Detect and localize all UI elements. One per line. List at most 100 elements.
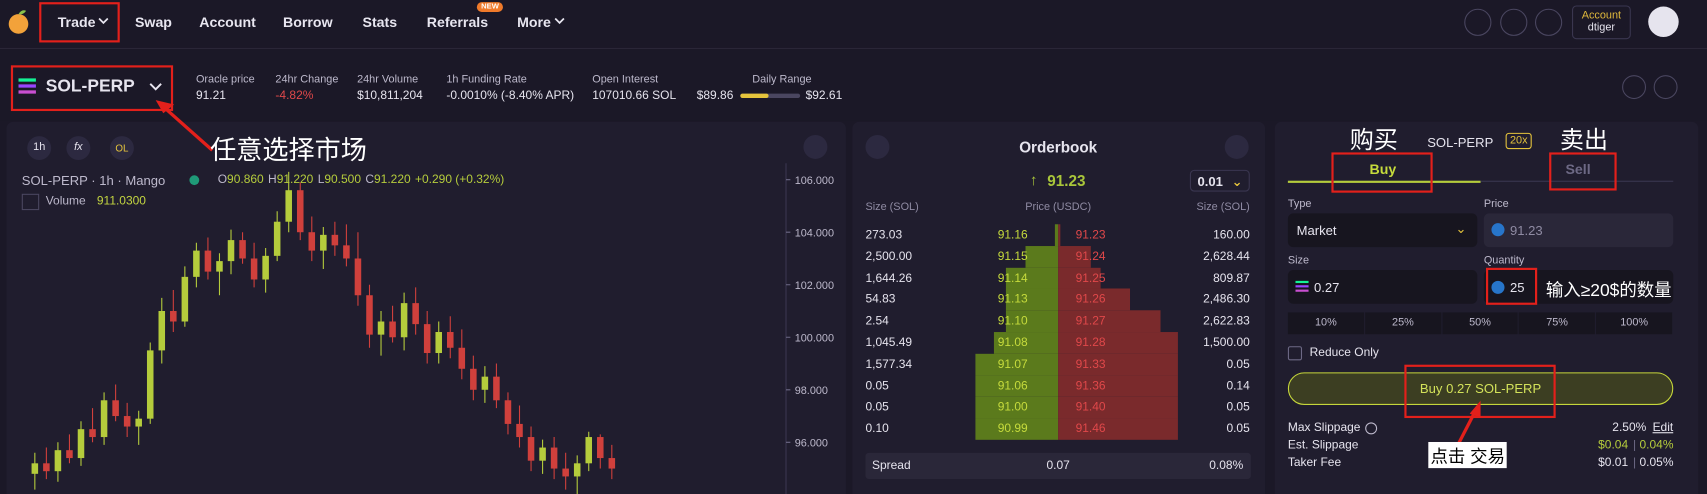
candle-body xyxy=(412,303,419,325)
chart-title: SOL-PERP · 1h · Mango xyxy=(21,173,166,189)
column-header: Size (SOL) xyxy=(1196,201,1250,214)
bid-price: 91.06 xyxy=(997,379,1028,393)
account-button[interactable]: Account dtiger xyxy=(1572,5,1631,40)
market-name[interactable]: SOL-PERP xyxy=(45,77,135,96)
candle-body xyxy=(481,376,489,390)
range-high: $92.61 xyxy=(805,89,843,103)
refresh-button[interactable] xyxy=(1653,75,1678,100)
sell-underline xyxy=(1480,180,1674,182)
lock-button[interactable] xyxy=(1622,75,1647,100)
percent-button[interactable]: 10% xyxy=(1287,312,1364,335)
ask-price: 91.36 xyxy=(1075,379,1106,393)
bid-depth xyxy=(1025,245,1059,268)
buy-underline xyxy=(1287,180,1481,183)
indicator-button[interactable]: fx xyxy=(66,136,91,161)
nav-item[interactable]: Swap xyxy=(134,14,172,31)
ask-size: 0.05 xyxy=(1226,401,1250,415)
status-dot xyxy=(189,175,200,186)
ask-depth xyxy=(1058,375,1178,397)
ask-price: 91.27 xyxy=(1075,314,1106,328)
ask-depth xyxy=(1058,267,1101,289)
ask-price: 91.25 xyxy=(1075,271,1106,285)
y-tick-label: 98.000 xyxy=(795,385,828,397)
leverage-badge: 20x xyxy=(1505,132,1532,150)
bid-depth xyxy=(1005,288,1059,311)
nav-item[interactable]: Borrow xyxy=(283,14,333,31)
ask-price: 91.24 xyxy=(1075,250,1106,264)
legend-value: 90.860 xyxy=(227,173,264,187)
bid-depth xyxy=(1054,224,1059,246)
candle-body xyxy=(100,400,108,438)
candle-body xyxy=(504,400,512,424)
candle-body xyxy=(89,429,96,438)
nav-item[interactable]: Account xyxy=(199,14,256,31)
percent-button[interactable]: 100% xyxy=(1596,312,1673,335)
expand-button[interactable] xyxy=(803,134,828,159)
size-input[interactable] xyxy=(1287,269,1478,304)
ask-price: 91.46 xyxy=(1075,422,1106,436)
price-value: 91.23 xyxy=(1509,223,1543,239)
orderbook-title: Orderbook xyxy=(1019,138,1098,156)
bid-price: 91.08 xyxy=(997,336,1028,350)
buy-tab[interactable]: Buy xyxy=(1369,161,1397,178)
size-value: 0.27 xyxy=(1314,279,1340,296)
avatar[interactable] xyxy=(1648,6,1679,38)
language-button[interactable] xyxy=(1464,8,1492,36)
edit-link[interactable]: Edit xyxy=(1652,421,1674,435)
percent-button[interactable]: 25% xyxy=(1364,312,1441,335)
buy-button[interactable]: Buy 0.27 SOL-PERP xyxy=(1287,372,1674,405)
price-input[interactable] xyxy=(1483,213,1674,248)
chevron xyxy=(98,17,109,25)
quantity-input[interactable] xyxy=(1483,269,1674,304)
interval-button[interactable]: 1h xyxy=(27,136,52,161)
settings-button[interactable] xyxy=(1534,8,1563,36)
nav-item[interactable]: More xyxy=(517,14,551,31)
ask-size: 2,622.83 xyxy=(1203,314,1250,328)
y-tick-label: 96.000 xyxy=(795,438,828,450)
candle-body xyxy=(54,450,62,472)
annotation: 输入≥20$的数量 xyxy=(1545,281,1672,301)
chevron xyxy=(149,83,162,91)
order-panel xyxy=(1274,121,1699,494)
depth-button[interactable] xyxy=(865,134,890,159)
ask-price: 91.40 xyxy=(1075,401,1106,415)
tick-select[interactable]: 0.01 ⌄ xyxy=(1189,169,1250,192)
candle-body xyxy=(423,324,431,354)
bid-size: 1,644.26 xyxy=(865,271,913,285)
sell-tab[interactable]: Sell xyxy=(1565,161,1591,178)
chevron xyxy=(554,17,565,25)
ask-size: 809.87 xyxy=(1213,271,1250,285)
nav-item[interactable]: Referrals xyxy=(426,14,489,31)
candle-body xyxy=(493,376,500,401)
candle-body xyxy=(550,447,558,469)
nav-item[interactable]: Stats xyxy=(362,14,398,31)
candle-body xyxy=(366,295,373,335)
stat-value: $10,811,204 xyxy=(357,89,423,103)
candles xyxy=(31,171,616,494)
field-label: Quantity xyxy=(1483,254,1525,267)
theme-button[interactable] xyxy=(1500,8,1528,36)
bid-depth xyxy=(1005,310,1059,333)
candle-body xyxy=(308,232,316,251)
legend-value: 90.500 xyxy=(324,173,362,187)
collapse-button[interactable] xyxy=(21,193,40,211)
orderlines-button[interactable]: OL xyxy=(109,136,134,161)
stat-label: Daily Range xyxy=(752,74,812,87)
percent-button[interactable]: 75% xyxy=(1519,312,1596,335)
chart-panel xyxy=(6,121,846,494)
field-label: Price xyxy=(1483,198,1509,211)
type-select[interactable] xyxy=(1287,213,1478,248)
sol-icon xyxy=(1295,280,1309,292)
swap-button[interactable] xyxy=(1224,134,1249,159)
percent-button[interactable]: 50% xyxy=(1442,312,1519,335)
nav-item[interactable]: Trade xyxy=(57,14,96,31)
ask-price: 91.26 xyxy=(1075,293,1106,307)
candle-body xyxy=(135,418,142,427)
candle-body xyxy=(239,240,246,259)
account-name: dtiger xyxy=(1587,21,1616,34)
ask-price: 91.33 xyxy=(1075,357,1106,372)
sol-icon xyxy=(18,78,36,94)
checkbox[interactable] xyxy=(1287,346,1303,361)
